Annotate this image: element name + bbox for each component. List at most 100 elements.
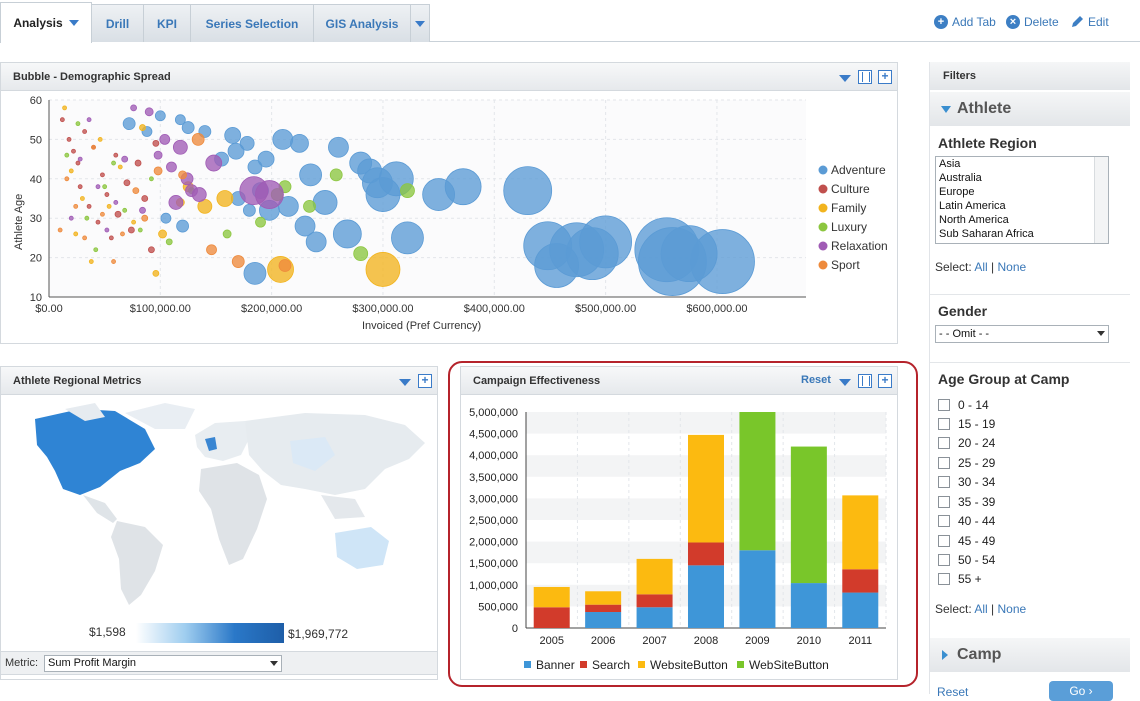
bubble-point[interactable] [57, 227, 63, 233]
bubble-point[interactable] [255, 180, 284, 209]
bubble-point[interactable] [95, 219, 101, 225]
bubble-point[interactable] [100, 172, 105, 178]
bubble-point[interactable] [82, 235, 88, 241]
bubble-point[interactable] [353, 246, 369, 262]
bubble-point[interactable] [139, 206, 146, 214]
bubble-point[interactable] [127, 226, 135, 234]
bubble-point[interactable] [153, 150, 163, 160]
southeast-asia-region[interactable] [321, 495, 365, 519]
bubble-point[interactable] [62, 105, 67, 111]
checkbox[interactable] [938, 418, 950, 430]
africa-region[interactable] [199, 463, 267, 565]
age-checkbox-row[interactable]: 15 - 19 [938, 417, 995, 431]
bubble-point[interactable] [149, 176, 154, 182]
bubble-point[interactable] [75, 160, 81, 166]
bubble-point[interactable] [303, 199, 316, 213]
region-listbox[interactable]: Asia Australia Europe Latin America Nort… [935, 156, 1109, 244]
bar-segment[interactable] [739, 550, 776, 628]
bar-segment[interactable] [533, 607, 570, 628]
region-option[interactable]: Sub Saharan Africa [939, 228, 1034, 240]
bubble-point[interactable] [165, 238, 173, 246]
columns-icon[interactable] [858, 374, 872, 388]
bubble-point[interactable] [131, 219, 137, 225]
bubble-point[interactable] [503, 166, 553, 216]
bubble-point[interactable] [191, 133, 205, 146]
bubble-point[interactable] [231, 255, 245, 268]
bar-segment[interactable] [636, 594, 673, 608]
select-none-link[interactable]: None [997, 260, 1027, 274]
checkbox[interactable] [938, 554, 950, 566]
tab-gis-analysis[interactable]: GIS Analysis [313, 4, 411, 42]
tab-drill[interactable]: Drill [91, 4, 144, 42]
reset-link[interactable]: Reset [801, 374, 831, 386]
maximize-icon[interactable] [878, 373, 892, 388]
region-option[interactable]: Asia [939, 158, 961, 170]
legend-label[interactable]: Banner [536, 658, 575, 672]
bubble-point[interactable] [329, 168, 343, 182]
age-checkbox-row[interactable]: 45 - 49 [938, 534, 995, 548]
bubble-point[interactable] [141, 214, 149, 222]
bubble-point[interactable] [328, 136, 349, 158]
camp-section-header[interactable]: Camp [930, 638, 1130, 672]
legend-label[interactable]: WebSiteButton [749, 658, 829, 672]
bubble-point[interactable] [84, 215, 90, 221]
bubble-point[interactable] [168, 195, 184, 210]
bubble-point[interactable] [113, 152, 119, 158]
chevron-down-icon[interactable] [839, 75, 851, 82]
greenland-region[interactable] [125, 403, 195, 429]
bubble-point[interactable] [141, 195, 149, 202]
bubble-point[interactable] [227, 142, 245, 160]
bubble-point[interactable] [102, 184, 108, 190]
bubble-point[interactable] [294, 215, 316, 237]
bubble-point[interactable] [86, 203, 92, 209]
bubble-point[interactable] [365, 252, 401, 287]
tab-overflow-button[interactable] [410, 4, 430, 42]
checkbox[interactable] [938, 515, 950, 527]
bubble-point[interactable] [272, 129, 294, 150]
bubble-point[interactable] [88, 259, 94, 264]
bubble-point[interactable] [153, 166, 163, 176]
bubble-point[interactable] [299, 163, 323, 187]
bubble-point[interactable] [257, 150, 275, 168]
tab-analysis[interactable]: Analysis [0, 2, 92, 43]
age-checkbox-row[interactable]: 35 - 39 [938, 495, 995, 509]
bar-segment[interactable] [636, 607, 673, 628]
athlete-section-header[interactable]: Athlete [930, 92, 1130, 126]
bubble-point[interactable] [122, 117, 136, 131]
bubble-point[interactable] [277, 195, 299, 217]
bar-segment[interactable] [790, 446, 827, 584]
age-checkbox-row[interactable]: 30 - 34 [938, 475, 995, 489]
age-checkbox-row[interactable]: 40 - 44 [938, 514, 995, 528]
bubble-point[interactable] [64, 176, 70, 182]
age-checkbox-row[interactable]: 50 - 54 [938, 553, 995, 567]
bubble-point[interactable] [132, 187, 140, 195]
bubble-point[interactable] [159, 134, 171, 145]
legend-label[interactable]: Adventure [831, 163, 886, 177]
add-tab-button[interactable]: + Add Tab [934, 15, 996, 29]
legend-label[interactable]: Relaxation [831, 239, 888, 253]
bar-segment[interactable] [739, 412, 776, 551]
bar-segment[interactable] [636, 558, 673, 595]
bubble-point[interactable] [111, 160, 116, 166]
bubble-point[interactable] [108, 235, 114, 241]
bubble-point[interactable] [206, 244, 217, 256]
region-option[interactable]: Europe [939, 186, 975, 198]
bubble-point[interactable] [59, 117, 65, 123]
select-all-link[interactable]: All [974, 602, 988, 616]
bubble-point[interactable] [216, 190, 234, 207]
bar-segment[interactable] [842, 569, 879, 593]
checkbox[interactable] [938, 457, 950, 469]
bubble-point[interactable] [224, 127, 242, 144]
asia-region[interactable] [245, 413, 425, 495]
bubble-point[interactable] [160, 212, 172, 224]
bubble-point[interactable] [106, 203, 112, 209]
bubble-point[interactable] [247, 159, 263, 175]
central-america-region[interactable] [83, 495, 117, 523]
bubble-point[interactable] [172, 139, 188, 155]
maximize-icon[interactable] [878, 69, 892, 84]
bubble-point[interactable] [86, 117, 92, 123]
bubble-point[interactable] [82, 129, 88, 134]
bar-segment[interactable] [585, 612, 622, 628]
bubble-point[interactable] [117, 164, 123, 170]
legend-label[interactable]: Search [592, 658, 630, 672]
